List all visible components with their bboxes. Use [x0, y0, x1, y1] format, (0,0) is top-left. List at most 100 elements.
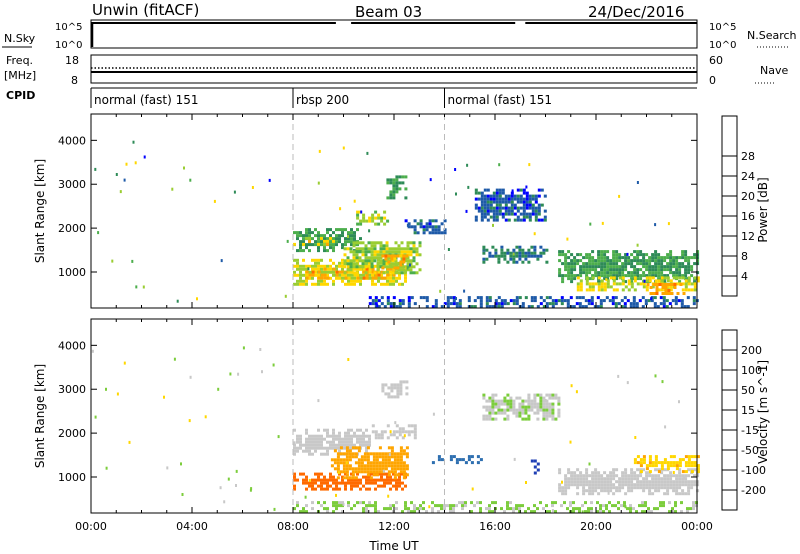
data-cell — [522, 209, 526, 213]
data-cell — [582, 480, 586, 484]
data-cell — [639, 474, 643, 478]
data-cell — [522, 197, 526, 201]
data-cell — [545, 248, 549, 252]
data-cell — [311, 446, 314, 450]
data-cell — [317, 446, 320, 450]
data-cell — [497, 257, 501, 261]
data-cell — [413, 436, 417, 440]
data-cell — [395, 190, 399, 194]
data-cell — [409, 247, 413, 251]
data-cell — [369, 464, 373, 468]
data-cell — [326, 449, 329, 453]
data-cell — [648, 461, 652, 465]
data-cell — [646, 283, 650, 286]
data-cell — [512, 507, 515, 511]
data-cell — [353, 237, 356, 241]
data-cell — [660, 483, 664, 487]
data-cell — [657, 470, 661, 474]
data-cell — [494, 417, 498, 421]
data-cell — [579, 477, 583, 481]
data-cell — [591, 483, 595, 487]
data-cell — [476, 461, 480, 465]
data-cell — [657, 265, 661, 269]
data-cell — [386, 478, 389, 482]
data-cell — [542, 417, 546, 421]
data-cell — [317, 231, 320, 235]
data-cell — [356, 478, 359, 482]
data-cell — [375, 464, 379, 468]
data-cell — [654, 464, 658, 468]
data-cell — [393, 461, 397, 465]
data-cell — [636, 486, 640, 490]
data-cell — [131, 259, 134, 263]
data-cell — [329, 264, 332, 268]
data-cell — [548, 510, 551, 514]
data-cell — [645, 480, 649, 484]
data-cell — [314, 240, 317, 244]
data-cell — [654, 223, 657, 227]
data-cell — [606, 268, 610, 272]
data-cell — [509, 299, 513, 303]
xtick-label: 16:00 — [479, 520, 511, 533]
data-cell — [381, 455, 385, 459]
data-cell — [681, 492, 685, 496]
data-cell — [557, 414, 561, 418]
data-cell — [410, 501, 413, 505]
data-cell — [672, 489, 676, 493]
data-cell — [404, 501, 407, 505]
data-cell — [242, 346, 245, 350]
data-cell — [641, 296, 645, 300]
data-cell — [474, 197, 478, 201]
data-cell — [371, 267, 375, 271]
data-cell — [480, 206, 484, 210]
data-cell — [365, 487, 368, 491]
data-cell — [575, 390, 578, 394]
data-cell — [326, 440, 329, 444]
data-cell — [317, 273, 320, 277]
data-cell — [311, 237, 314, 241]
data-cell — [356, 258, 359, 262]
data-cell — [376, 253, 380, 257]
data-cell — [512, 260, 516, 264]
data-cell — [582, 265, 586, 269]
data-cell — [488, 299, 492, 303]
data-cell — [391, 259, 395, 263]
data-cell — [479, 510, 482, 514]
data-cell — [284, 294, 287, 298]
data-cell — [346, 262, 350, 266]
data-cell — [684, 282, 688, 286]
data-cell — [341, 243, 344, 247]
data-cell — [357, 464, 361, 468]
data-cell — [545, 405, 549, 409]
data-cell — [347, 235, 349, 238]
data-cell — [638, 504, 641, 508]
data-cell — [302, 264, 305, 268]
data-cell — [405, 452, 409, 456]
data-cell — [696, 470, 700, 474]
data-cell — [392, 273, 396, 277]
data-cell — [507, 218, 511, 222]
data-cell — [369, 461, 373, 465]
data-cell — [401, 427, 405, 431]
data-cell — [633, 461, 637, 465]
data-cell — [341, 437, 344, 441]
data-cell — [678, 256, 682, 260]
data-cell — [684, 477, 688, 481]
data-cell — [621, 474, 625, 478]
data-cell — [615, 259, 619, 263]
data-cell — [576, 474, 580, 478]
data-cell — [576, 285, 580, 289]
data-cell — [596, 510, 599, 514]
data-cell — [681, 288, 685, 292]
data-cell — [428, 219, 432, 223]
data-cell — [672, 259, 676, 263]
data-cell — [400, 271, 404, 275]
data-cell — [406, 247, 410, 251]
data-cell — [393, 257, 397, 261]
data-cell — [548, 411, 552, 415]
data-cell — [348, 449, 352, 453]
data-cell — [397, 247, 401, 251]
data-cell — [606, 486, 610, 490]
data-cell — [391, 262, 395, 266]
data-cell — [326, 239, 329, 243]
